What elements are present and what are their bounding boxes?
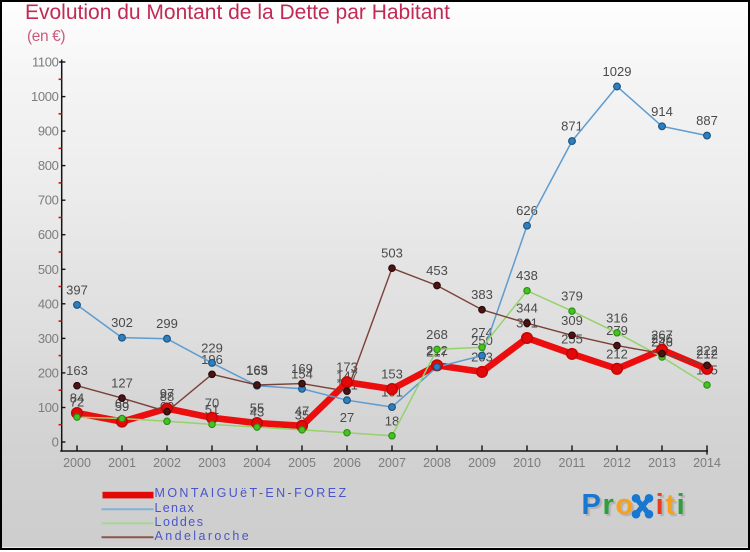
svg-text:2009: 2009 — [468, 456, 496, 470]
svg-text:84: 84 — [70, 391, 84, 406]
svg-text:165: 165 — [246, 363, 268, 378]
svg-text:871: 871 — [561, 119, 583, 134]
svg-text:70: 70 — [205, 395, 219, 410]
svg-text:97: 97 — [160, 386, 174, 401]
svg-text:900: 900 — [38, 124, 59, 139]
svg-text:47: 47 — [295, 403, 309, 418]
svg-text:379: 379 — [561, 289, 583, 304]
svg-text:1000: 1000 — [31, 89, 59, 104]
svg-text:300: 300 — [38, 331, 59, 346]
svg-text:250: 250 — [471, 333, 493, 348]
svg-text:2005: 2005 — [288, 456, 316, 470]
svg-text:2011: 2011 — [559, 456, 586, 470]
svg-text:316: 316 — [606, 310, 628, 325]
svg-text:500: 500 — [38, 262, 59, 277]
svg-text:2006: 2006 — [333, 456, 361, 470]
svg-text:55: 55 — [250, 401, 264, 416]
svg-text:453: 453 — [426, 263, 448, 278]
svg-text:229: 229 — [201, 340, 223, 355]
svg-text:503: 503 — [381, 246, 403, 261]
svg-text:212: 212 — [696, 346, 718, 361]
svg-text:222: 222 — [696, 343, 718, 358]
svg-text:100: 100 — [38, 400, 59, 415]
svg-text:600: 600 — [38, 227, 59, 242]
svg-text:2013: 2013 — [648, 456, 676, 470]
svg-text:163: 163 — [246, 363, 268, 378]
svg-text:800: 800 — [38, 158, 59, 173]
svg-text:212: 212 — [606, 346, 628, 361]
svg-text:59: 59 — [115, 399, 129, 414]
svg-text:127: 127 — [111, 376, 133, 391]
svg-text:2010: 2010 — [513, 456, 541, 470]
svg-text:2007: 2007 — [378, 456, 406, 470]
svg-text:2014: 2014 — [693, 456, 721, 470]
svg-text:2003: 2003 — [198, 456, 226, 470]
svg-text:1100: 1100 — [32, 55, 59, 70]
svg-text:302: 302 — [111, 315, 133, 330]
svg-text:700: 700 — [38, 193, 59, 208]
svg-text:2004: 2004 — [243, 456, 271, 470]
svg-text:274: 274 — [471, 325, 493, 340]
svg-text:299: 299 — [156, 316, 178, 331]
svg-text:2012: 2012 — [603, 456, 631, 470]
svg-text:246: 246 — [651, 335, 673, 350]
svg-text:256: 256 — [651, 331, 673, 346]
svg-text:2000: 2000 — [63, 456, 91, 470]
svg-text:267: 267 — [651, 327, 673, 342]
svg-text:153: 153 — [381, 367, 403, 382]
svg-text:2001: 2001 — [108, 456, 136, 470]
svg-text:163: 163 — [66, 363, 88, 378]
svg-text:268: 268 — [426, 327, 448, 342]
svg-text:88: 88 — [160, 389, 174, 404]
svg-text:0: 0 — [52, 435, 59, 450]
svg-text:18: 18 — [385, 413, 399, 428]
svg-text:173: 173 — [336, 360, 358, 375]
svg-text:438: 438 — [516, 268, 538, 283]
svg-text:2002: 2002 — [153, 456, 181, 470]
svg-text:400: 400 — [38, 296, 59, 311]
svg-text:309: 309 — [561, 313, 583, 328]
svg-text:43: 43 — [250, 405, 264, 420]
svg-text:887: 887 — [696, 113, 718, 128]
svg-text:72: 72 — [70, 395, 84, 410]
svg-text:2008: 2008 — [423, 456, 451, 470]
svg-text:200: 200 — [38, 365, 59, 380]
svg-text:1029: 1029 — [603, 64, 632, 79]
svg-text:383: 383 — [471, 287, 493, 302]
svg-text:154: 154 — [291, 366, 313, 381]
svg-text:397: 397 — [66, 282, 88, 297]
svg-text:169: 169 — [291, 361, 313, 376]
svg-text:914: 914 — [651, 104, 673, 119]
svg-text:344: 344 — [516, 301, 538, 316]
svg-text:27: 27 — [340, 410, 354, 425]
